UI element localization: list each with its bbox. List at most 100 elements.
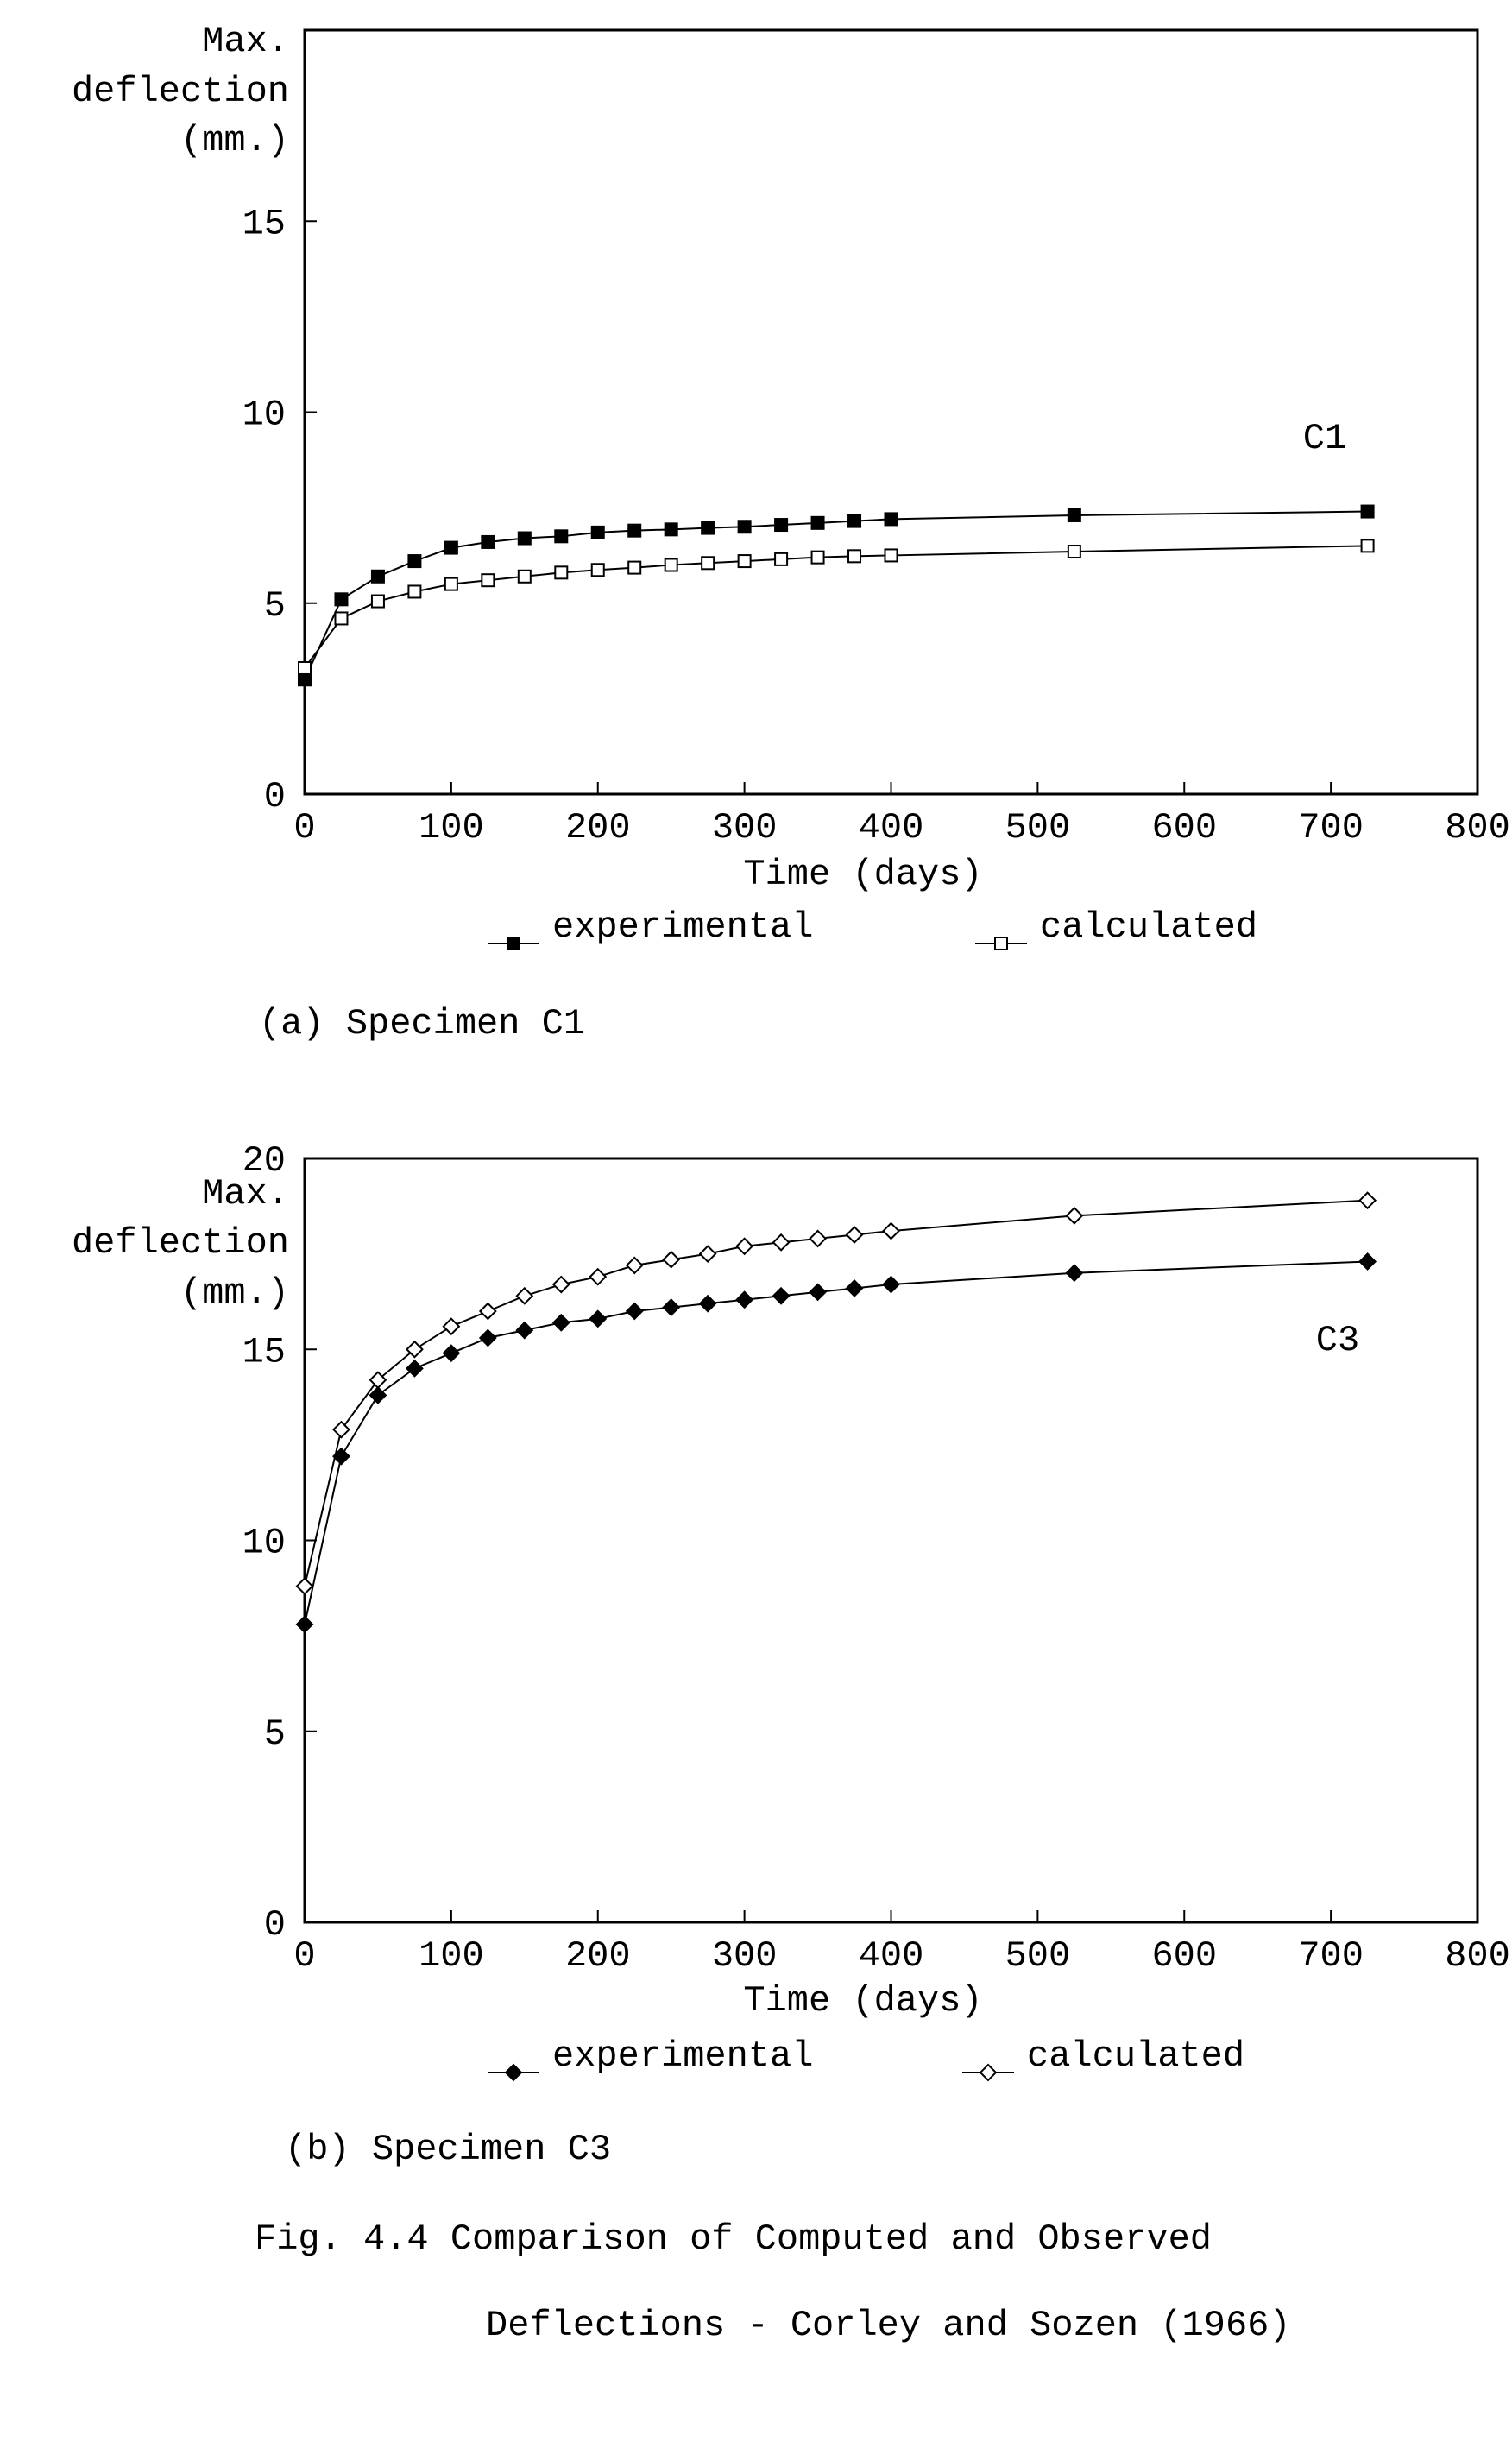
y-tick-label: 0 [264, 776, 286, 817]
data-point-calculated [627, 560, 642, 575]
y-tick-label: 15 [243, 203, 286, 244]
x-tick-label: 500 [1005, 1935, 1071, 1977]
data-point-calculated [774, 552, 789, 566]
data-point-experimental [882, 1275, 900, 1294]
data-point-experimental [481, 534, 495, 549]
legend-entry-calculated: calculated [975, 906, 1257, 950]
y-axis-label-line: Max. [202, 21, 289, 62]
subfigure-caption: (a) Specimen C1 [259, 1003, 585, 1044]
series-calculated [295, 1191, 1377, 1596]
plot-frame [303, 1157, 1479, 1924]
data-point-calculated [589, 1267, 608, 1286]
x-axis-label: Time (days) [743, 854, 982, 895]
data-point-experimental [1358, 1252, 1377, 1271]
x-tick-label: 800 [1445, 807, 1510, 849]
x-tick-label: 200 [565, 807, 631, 849]
x-tick-label: 600 [1151, 1935, 1217, 1977]
data-point-experimental [845, 1279, 864, 1297]
data-point-calculated [1360, 539, 1375, 553]
y-axis-label-line: (mm.) [180, 120, 289, 161]
series-line-experimental [304, 1260, 1368, 1625]
figure-caption-line-2: Deflections - Corley and Sozen (1966) [486, 2305, 1291, 2346]
data-point-calculated [442, 1317, 461, 1336]
data-point-calculated [1067, 545, 1081, 559]
subfigure-caption: (b) Specimen C3 [285, 2129, 611, 2170]
data-point-calculated [517, 569, 532, 584]
x-tick-label: 300 [712, 807, 778, 849]
y-tick-label: 15 [243, 1331, 286, 1372]
x-tick-label: 0 [293, 1935, 315, 1977]
x-tick-label: 400 [859, 807, 924, 849]
x-tick-label: 200 [565, 1935, 631, 1977]
data-point-calculated [369, 1371, 387, 1390]
data-point-calculated [625, 1256, 644, 1275]
data-point-calculated [701, 556, 715, 571]
data-point-experimental [664, 522, 678, 537]
chart-specimen-c1: 0 5 10 15 0 100 200 300 400 500 600 700 800 Max. defle… [72, 21, 1510, 1044]
legend-label: experimental [552, 906, 813, 948]
data-point-experimental [737, 520, 752, 534]
data-point-calculated [845, 1226, 864, 1244]
x-tick-label: 0 [293, 807, 315, 849]
data-point-experimental [515, 1321, 534, 1340]
y-tick-label: 10 [243, 394, 286, 436]
data-point-calculated [772, 1233, 791, 1252]
plot-frame [303, 28, 1479, 796]
data-point-experimental [774, 518, 789, 533]
data-point-experimental [701, 521, 715, 535]
series-line-calculated [304, 545, 1368, 669]
x-tick-label: 600 [1151, 807, 1217, 849]
data-point-experimental [405, 1359, 424, 1378]
x-tick-label: 700 [1298, 1935, 1364, 1977]
x-tick-label: 300 [712, 1935, 778, 1977]
legend-label: calculated [1027, 2035, 1244, 2077]
series-line-experimental [304, 510, 1368, 680]
x-tick-label: 400 [859, 1935, 924, 1977]
y-axis-label-line: deflection [72, 1222, 289, 1264]
data-point-calculated [332, 1420, 350, 1439]
data-point-experimental [551, 1313, 570, 1332]
data-point-experimental [370, 569, 385, 584]
y-tick-label: 5 [264, 1713, 286, 1755]
data-point-experimental [735, 1290, 754, 1309]
specimen-annotation: C3 [1316, 1320, 1359, 1361]
data-point-experimental [1067, 508, 1081, 522]
data-point-experimental [809, 1283, 827, 1302]
y-tick-label: 5 [264, 585, 286, 627]
data-point-calculated [884, 548, 898, 563]
x-tick-label: 500 [1005, 807, 1071, 849]
data-point-calculated [407, 584, 422, 599]
data-point-experimental [662, 1298, 681, 1316]
data-point-experimental [589, 1309, 608, 1328]
data-point-calculated [1065, 1206, 1084, 1225]
series-experimental [295, 1252, 1377, 1634]
data-point-calculated [370, 594, 385, 609]
legend-marker [504, 2063, 523, 2082]
legend-entry-experimental: experimental [488, 2035, 813, 2082]
data-point-calculated [809, 1229, 827, 1248]
x-tick-label: 100 [419, 1935, 484, 1977]
data-point-experimental [625, 1302, 644, 1321]
data-point-experimental [772, 1286, 791, 1305]
y-axis-label-line: Max. [202, 1173, 289, 1215]
x-tick-label: 700 [1298, 807, 1364, 849]
legend-marker [979, 2063, 998, 2082]
data-point-experimental [847, 514, 862, 528]
series-line-calculated [304, 1199, 1368, 1587]
data-point-experimental [627, 523, 642, 538]
data-point-calculated [662, 1250, 681, 1269]
y-axis-label-line: (mm.) [180, 1272, 289, 1314]
x-tick-label: 800 [1445, 1935, 1510, 1977]
data-point-calculated [478, 1302, 497, 1321]
data-point-calculated [847, 549, 862, 564]
data-point-calculated [444, 577, 458, 591]
data-point-calculated [551, 1275, 570, 1294]
data-point-calculated [554, 565, 569, 580]
data-point-experimental [442, 1344, 461, 1363]
data-point-experimental [554, 529, 569, 544]
data-point-experimental [698, 1294, 717, 1313]
data-point-calculated [698, 1245, 717, 1264]
data-point-experimental [334, 592, 349, 607]
